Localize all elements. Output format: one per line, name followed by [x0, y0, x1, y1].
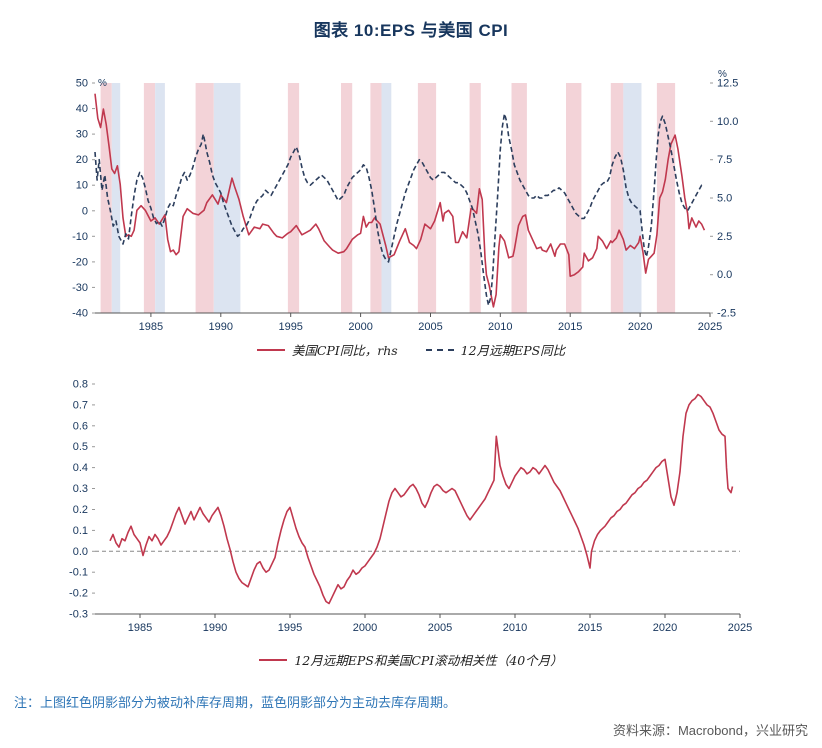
- legend-label-cpi: 美国CPI同比，rhs: [291, 343, 398, 358]
- left-tick-label: -0.3: [69, 609, 88, 621]
- left-tick-label: 0.4: [73, 462, 88, 474]
- x-tick-label: 1995: [278, 321, 302, 333]
- x-tick-label: 1990: [203, 622, 227, 634]
- x-tick-label: 1985: [139, 321, 163, 333]
- x-tick-label: 2005: [428, 622, 452, 634]
- left-tick-label: 0.1: [73, 525, 88, 537]
- x-tick-label: 2010: [503, 622, 527, 634]
- right-tick-label: 10.0: [717, 116, 738, 128]
- chart-title: 图表 10:EPS 与美国 CPI: [313, 21, 509, 40]
- legend-item-correlation: 12月远期EPS和美国CPI滚动相关性（40个月）: [259, 650, 563, 669]
- left-tick-label: 0.6: [73, 420, 88, 432]
- right-tick-label: 12.5: [717, 78, 738, 90]
- left-tick-label: -40: [72, 308, 88, 320]
- x-tick-label: 2020: [653, 622, 677, 634]
- right-axis-unit: %: [718, 69, 727, 80]
- x-tick-label: 1985: [128, 622, 152, 634]
- left-tick-label: 0.0: [73, 546, 88, 558]
- right-tick-label: 7.5: [717, 154, 732, 166]
- right-tick-label: 2.5: [717, 231, 732, 243]
- x-tick-label: 2005: [418, 321, 442, 333]
- x-tick-label: 2025: [728, 622, 752, 634]
- left-tick-label: 10: [76, 180, 88, 192]
- legend-item-cpi: 美国CPI同比，rhs: [256, 340, 398, 359]
- x-tick-label: 2000: [348, 321, 372, 333]
- eps-line-swatch: [425, 348, 454, 351]
- x-tick-label: 2020: [628, 321, 652, 333]
- legend-label-eps: 12月远期EPS同比: [460, 343, 566, 358]
- left-tick-label: 0.3: [73, 483, 88, 495]
- legend-label-correlation: 12月远期EPS和美国CPI滚动相关性（40个月）: [294, 653, 563, 668]
- right-tick-label: -2.5: [717, 308, 736, 320]
- left-tick-label: 30: [76, 129, 88, 141]
- left-tick-label: -20: [72, 256, 88, 268]
- left-tick-label: -0.1: [69, 567, 88, 579]
- x-tick-label: 2015: [558, 321, 582, 333]
- inventory-cycle-bands: [100, 83, 676, 313]
- right-tick-label: 0.0: [717, 269, 732, 281]
- left-tick-label: 40: [76, 103, 88, 115]
- x-tick-label: 1995: [278, 622, 302, 634]
- rolling-correlation-40m-line: [109, 393, 734, 605]
- left-tick-label: 0.8: [73, 379, 88, 391]
- left-tick-label: 0.5: [73, 441, 88, 453]
- top-chart-eps-vs-cpi: 1985 1990 1995 2000 2005 2010 2015 2020 20255040…: [72, 69, 738, 333]
- right-tick-label: 5.0: [717, 193, 732, 205]
- left-tick-label: 20: [76, 154, 88, 166]
- x-tick-label: 1990: [209, 321, 233, 333]
- left-tick-label: 50: [76, 78, 88, 90]
- us-cpi-yoy-line: [94, 93, 706, 308]
- left-tick-label: 0.2: [73, 504, 88, 516]
- top-chart-legend: 美国CPI同比，rhs 12月远期EPS同比: [0, 340, 822, 359]
- legend-item-eps: 12月远期EPS同比: [425, 340, 566, 359]
- footnote: 注：上图红色阴影部分为被动补库存周期，蓝色阴影部分为主动去库存周期。: [14, 695, 457, 710]
- x-tick-label: 2010: [488, 321, 512, 333]
- x-tick-label: 2015: [578, 622, 602, 634]
- left-tick-label: -30: [72, 282, 88, 294]
- bottom-chart-rolling-correlation: 1985 1990 1995 2000 2005 2010 2015 2020 2025 0.8 0…: [69, 379, 752, 635]
- bottom-chart-legend: 12月远期EPS和美国CPI滚动相关性（40个月）: [0, 650, 822, 669]
- left-tick-label: 0: [82, 205, 88, 217]
- left-tick-label: -0.2: [69, 588, 88, 600]
- left-tick-label: -10: [72, 231, 88, 243]
- correlation-line-swatch: [259, 658, 288, 661]
- x-tick-label: 2000: [353, 622, 377, 634]
- source-attribution: 资料来源：Macrobond，兴业研究: [612, 723, 808, 738]
- cpi-line-swatch: [256, 348, 285, 351]
- left-tick-label: 0.7: [73, 399, 88, 411]
- x-tick-label: 2025: [698, 321, 722, 333]
- left-axis-unit: %: [98, 78, 107, 89]
- eps-12m-forward-yoy-line: [94, 112, 705, 307]
